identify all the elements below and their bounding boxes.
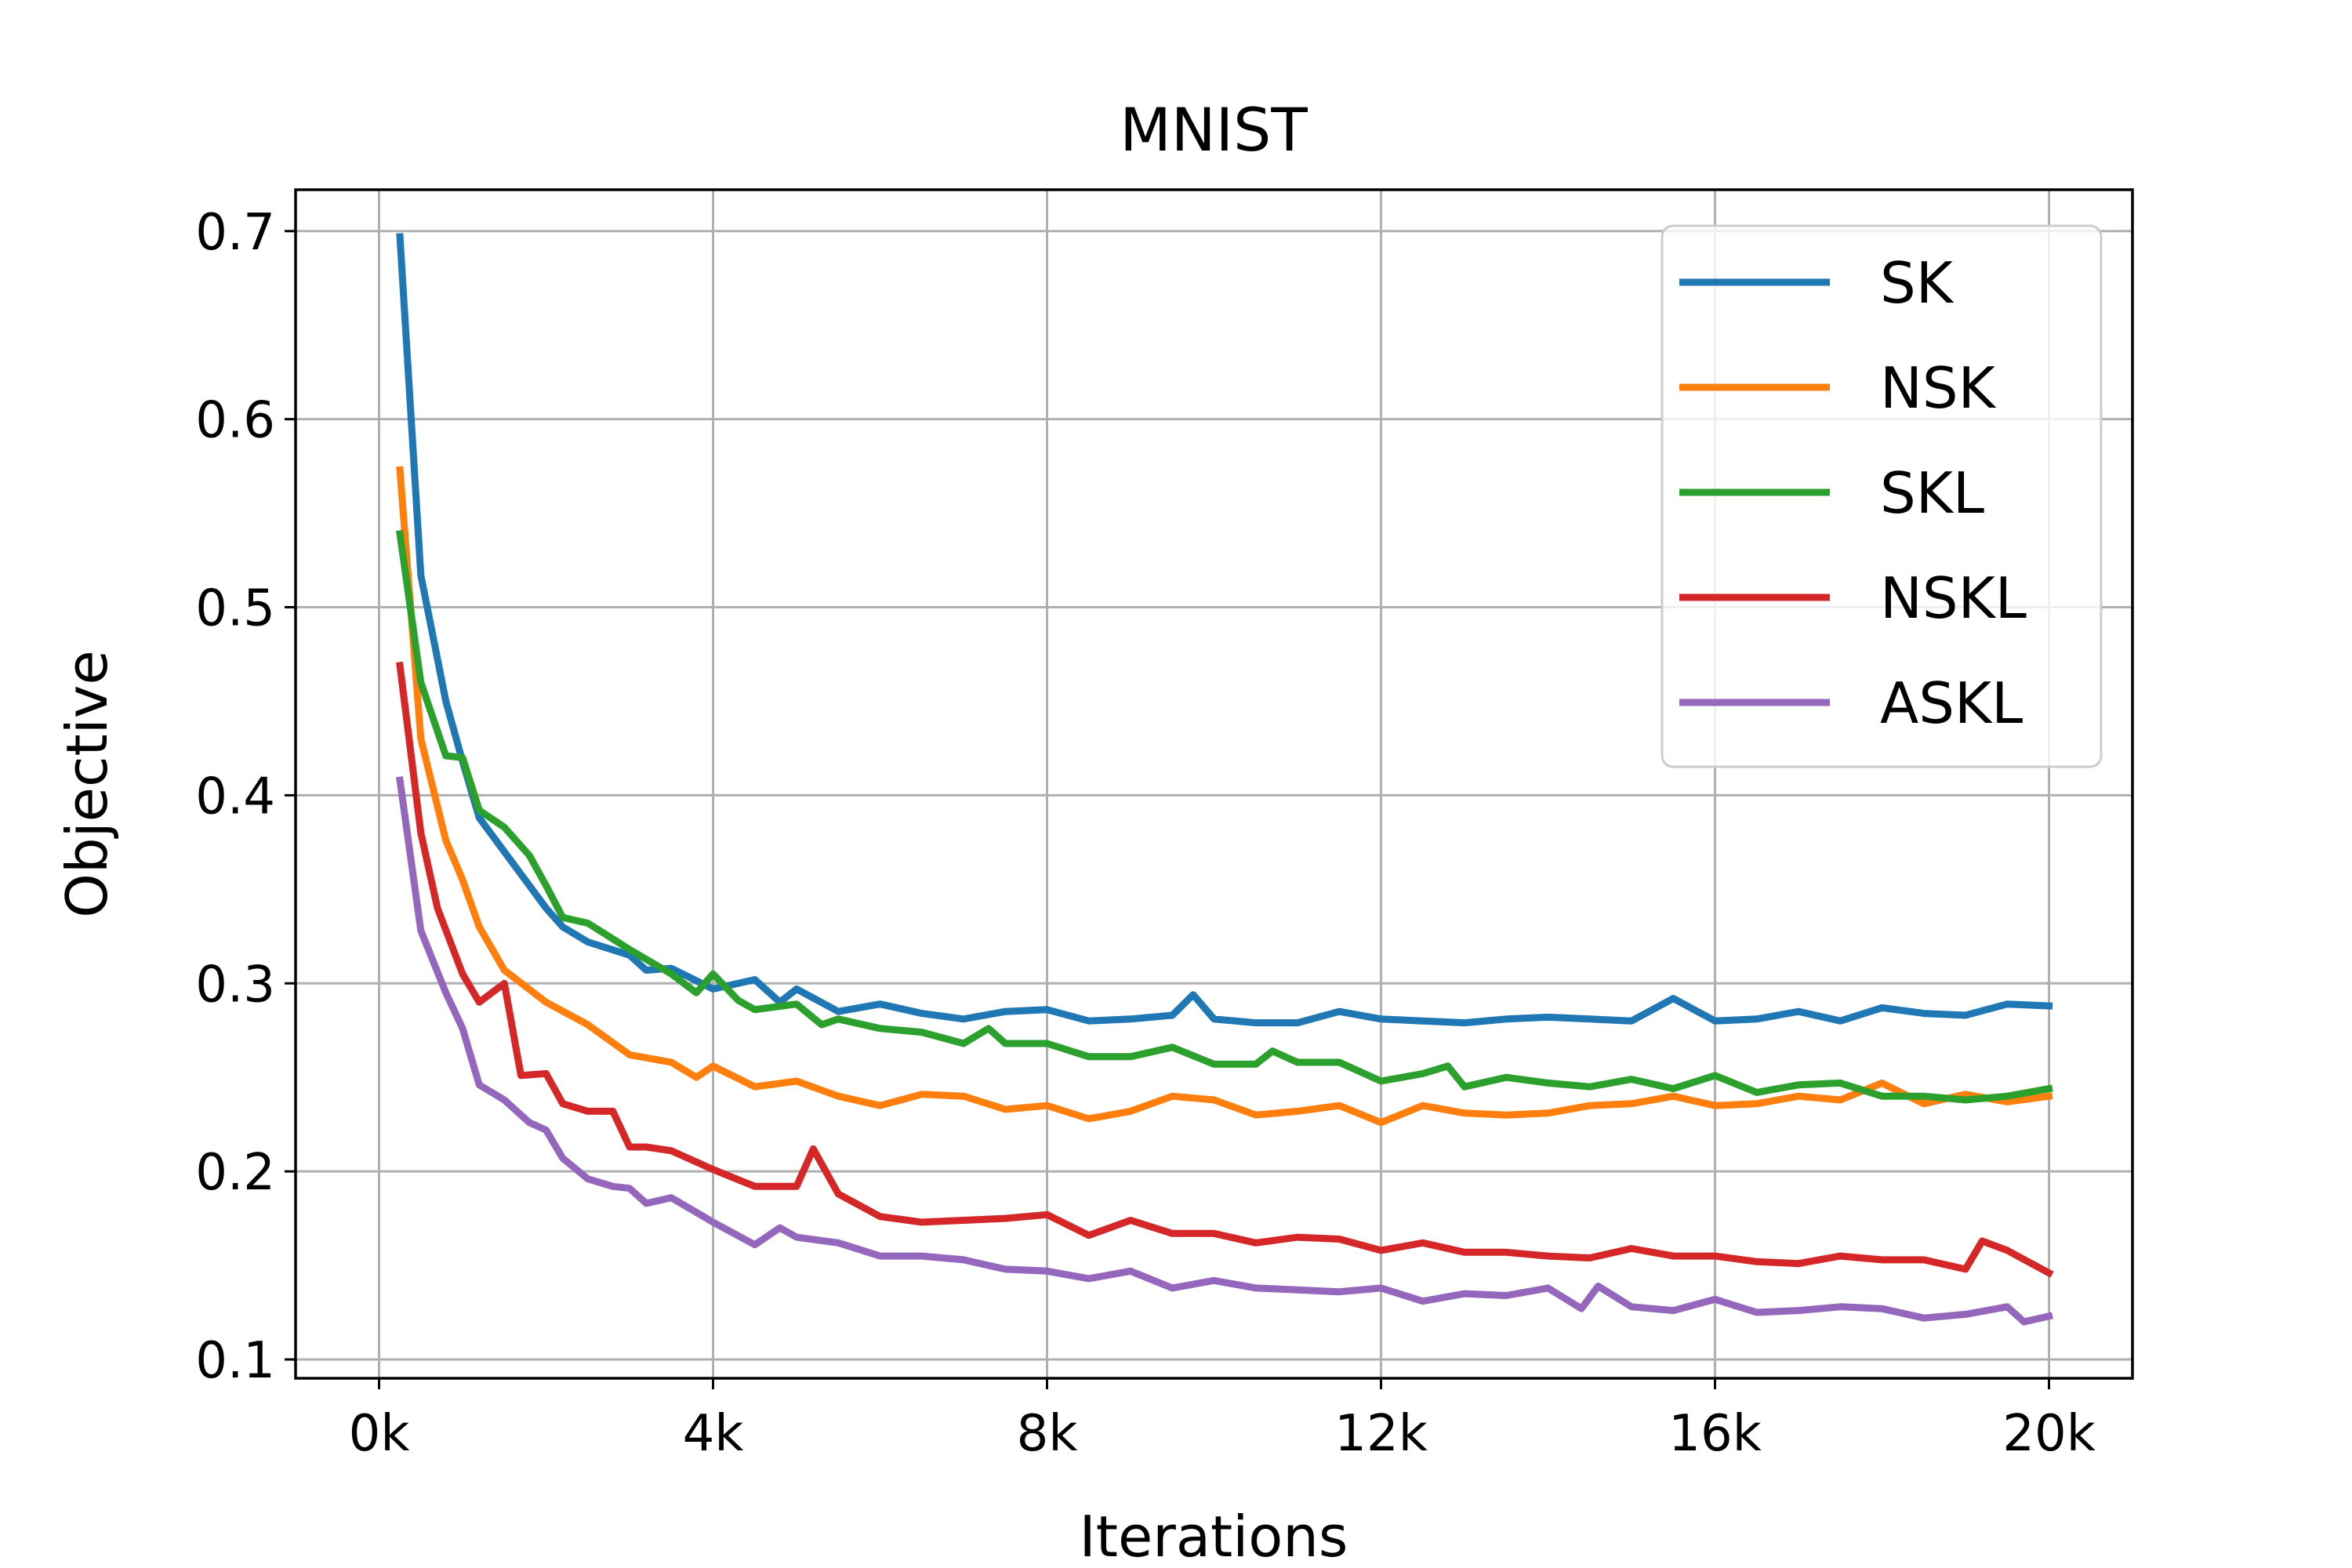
series-group [396, 233, 2054, 1326]
legend: SK NSK SKL NSKL ASKL [1661, 224, 2103, 768]
chart-title: MNIST [1120, 95, 1308, 165]
x-tick-label: 16k [1668, 1405, 1762, 1463]
series-line-skl [396, 529, 2053, 1104]
y-tick-label: 0.6 [195, 392, 275, 450]
y-tick-label: 0.7 [195, 204, 275, 262]
legend-label-nsk: NSK [1880, 355, 1997, 421]
y-tick-label: 0.4 [195, 768, 275, 826]
axis-ticks: 0k 4k 8k 12k 16k 20k 0.1 0.2 0.3 0.4 0.5 0.6 0.7 [195, 204, 2096, 1463]
x-tick-label: 0k [349, 1405, 410, 1463]
y-axis-title: Objective [54, 650, 120, 917]
series-line-nskl [396, 661, 2054, 1278]
y-tick-label: 0.3 [195, 956, 275, 1014]
legend-label-sk: SK [1880, 250, 1955, 316]
y-tick-label: 0.2 [195, 1144, 275, 1202]
legend-label-skl: SKL [1880, 460, 1984, 526]
legend-frame [1661, 224, 2103, 768]
y-tick-label: 0.5 [195, 580, 275, 638]
x-tick-label: 20k [2002, 1405, 2096, 1463]
legend-label-nskl: NSKL [1880, 565, 2027, 631]
series-line-askl [396, 776, 2053, 1326]
series-line-nsk [396, 466, 2053, 1127]
x-tick-label: 8k [1017, 1405, 1078, 1463]
x-tick-label: 12k [1334, 1405, 1428, 1463]
x-axis-title: Iterations [1080, 1504, 1348, 1568]
x-tick-label: 4k [683, 1405, 744, 1463]
legend-label-askl: ASKL [1880, 670, 2023, 736]
y-tick-label: 0.1 [195, 1332, 275, 1390]
series-line-sk [396, 233, 2053, 1027]
plot-frame [294, 188, 2134, 1380]
